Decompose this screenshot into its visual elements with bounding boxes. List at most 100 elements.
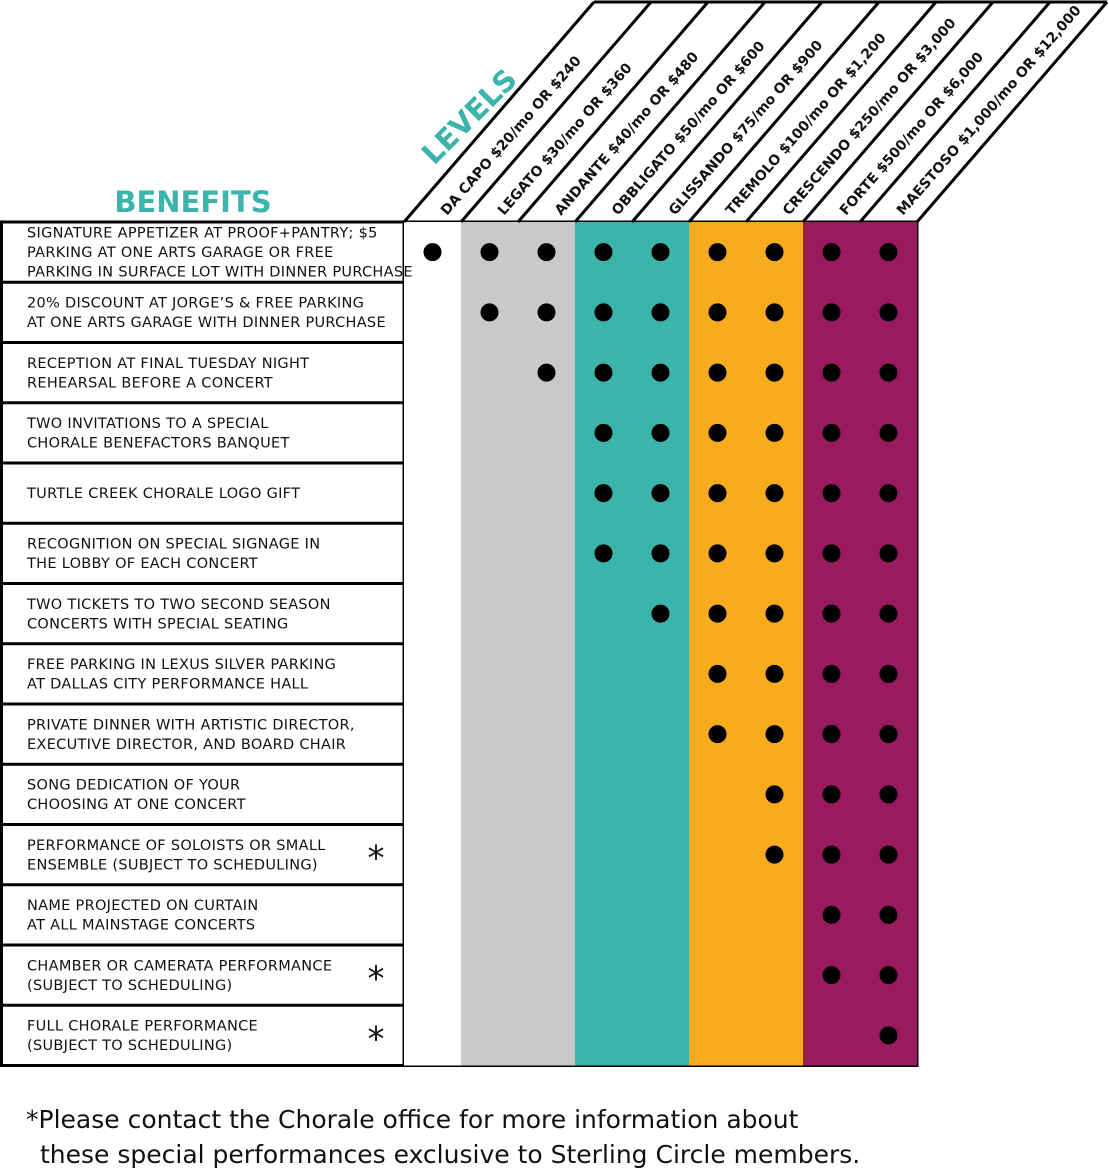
included-dot [879,845,898,864]
benefit-label: PARKING IN SURFACE LOT WITH DINNER PURCH… [27,265,413,281]
asterisk-mark: * [368,959,385,999]
benefit-label: AT DALLAS CITY PERFORMANCE HALL [27,677,308,693]
included-dot [822,725,841,744]
benefit-label: REHEARSAL BEFORE A CONCERT [27,375,273,391]
benefit-label: AT ALL MAINSTAGE CONCERTS [27,918,255,934]
included-dot [879,966,898,985]
included-dot [708,544,727,563]
level-column-1 [404,222,461,1066]
benefit-row: 20% DISCOUNT AT JORGE’S & FREE PARKING AT… [27,296,386,332]
benefit-label: RECOGNITION ON SPECIAL SIGNAGE IN [27,537,320,553]
included-dot [537,363,556,382]
benefit-label: (SUBJECT TO SCHEDULING) [27,978,233,994]
included-dot [480,243,499,262]
level-column-4 [575,222,632,1066]
included-dot [765,785,784,804]
included-dot [708,423,727,442]
included-dot [765,845,784,864]
header-divider [573,1,767,223]
benefit-label: THE LOBBY OF EACH CONCERT [26,556,258,572]
included-dot [879,905,898,924]
included-dot [879,604,898,623]
benefit-label: SONG DEDICATION OF YOUR [27,778,240,794]
benefit-row: CHAMBER OR CAMERATA PERFORMANCE (SUBJECT … [27,958,385,999]
included-dot [651,303,670,322]
level-column-8 [803,222,860,1066]
benefit-label: TWO TICKETS TO TWO SECOND SEASON [26,597,331,613]
benefit-label: PERFORMANCE OF SOLOISTS OR SMALL [27,838,326,854]
included-dot [822,243,841,262]
benefit-row: PRIVATE DINNER WITH ARTISTIC DIRECTOR, EX… [27,717,355,753]
included-dot [879,303,898,322]
header-divider [744,1,938,223]
included-dot [765,303,784,322]
benefit-label: PRIVATE DINNER WITH ARTISTIC DIRECTOR, [27,717,355,733]
benefit-row: SONG DEDICATION OF YOUR CHOOSING AT ONE C… [27,778,245,814]
included-dot [651,243,670,262]
included-dot [765,544,784,563]
benefit-label: CONCERTS WITH SPECIAL SEATING [27,616,289,632]
included-dot [879,664,898,683]
included-dot [594,544,613,563]
included-dot [765,664,784,683]
included-dot [708,363,727,382]
included-dot [594,303,613,322]
included-dot [822,845,841,864]
header-divider [858,1,1052,223]
included-dot [765,484,784,503]
footnote-line2: these special performances exclusive to … [40,1140,860,1169]
included-dot [708,664,727,683]
benefit-label: SIGNATURE APPETIZER AT PROOF+PANTRY; $5 [27,226,378,242]
included-dot [822,785,841,804]
included-dot [594,484,613,503]
benefit-label: FREE PARKING IN LEXUS SILVER PARKING [27,657,336,673]
included-dot [651,363,670,382]
included-dot [822,363,841,382]
included-dot [708,725,727,744]
included-dot [708,604,727,623]
included-dot [822,664,841,683]
benefit-label: CHORALE BENEFACTORS BANQUET [27,436,290,452]
level-column-5 [632,222,689,1066]
benefit-label: CHAMBER OR CAMERATA PERFORMANCE [27,958,332,974]
included-dot [651,484,670,503]
included-dot [594,423,613,442]
benefit-label: PARKING AT ONE ARTS GARAGE OR FREE [27,245,334,261]
benefit-row: RECEPTION AT FINAL TUESDAY NIGHT REHEARSA… [27,356,309,392]
benefit-label: AT ONE ARTS GARAGE WITH DINNER PURCHASE [27,315,386,331]
included-dot [879,1026,898,1045]
benefit-label: FULL CHORALE PERFORMANCE [27,1019,258,1035]
benefit-row: TWO INVITATIONS TO A SPECIAL CHORALE BENE… [26,416,290,452]
level-column-7 [746,222,803,1066]
benefit-label: 20% DISCOUNT AT JORGE’S & FREE PARKING [27,296,364,312]
header-divider [459,1,653,223]
included-dot [765,363,784,382]
benefit-label: ENSEMBLE (SUBJECT TO SCHEDULING) [27,857,318,873]
benefit-label: TURTLE CREEK CHORALE LOGO GIFT [26,486,300,502]
benefit-label: TWO INVITATIONS TO A SPECIAL [26,416,269,432]
levels-title: LEVELS [415,62,524,171]
included-dot [765,604,784,623]
included-dot [423,243,442,262]
benefit-row: RECOGNITION ON SPECIAL SIGNAGE IN THE LOB… [26,537,320,573]
included-dot [708,484,727,503]
level-column-2 [461,222,518,1066]
included-dot [822,544,841,563]
header-edge [402,1,596,223]
included-dot [822,905,841,924]
included-dot [822,966,841,985]
included-dot [708,243,727,262]
benefit-row: PERFORMANCE OF SOLOISTS OR SMALL ENSEMBLE… [27,838,385,879]
included-dot [480,303,499,322]
level-column-6 [689,222,746,1066]
included-dot [822,484,841,503]
benefit-label: RECEPTION AT FINAL TUESDAY NIGHT [27,356,309,372]
included-dot [765,725,784,744]
included-dot [879,725,898,744]
included-dot [879,785,898,804]
asterisk-mark: * [368,1019,385,1059]
included-dot [594,243,613,262]
included-dot [765,243,784,262]
benefit-row: NAME PROJECTED ON CURTAIN AT ALL MAINSTAG… [27,898,258,934]
